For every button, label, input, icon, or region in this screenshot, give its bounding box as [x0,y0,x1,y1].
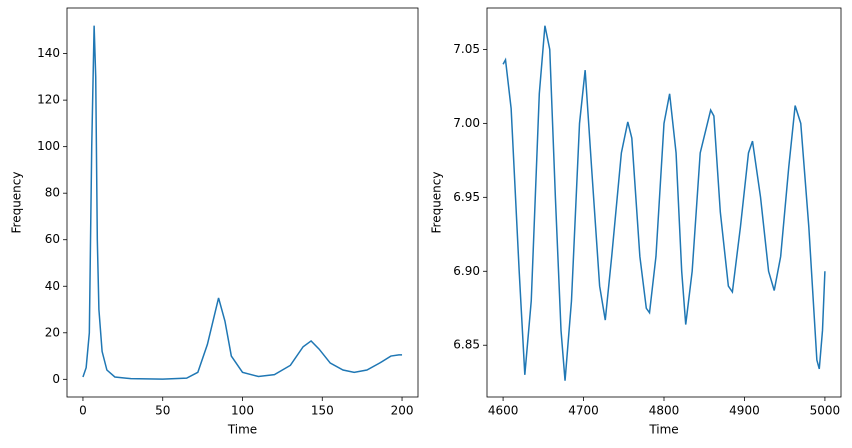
y-tick-label: 40 [45,279,60,293]
x-tick-label: 5000 [810,404,841,418]
x-axis-label: Time [227,423,257,437]
x-tick-label: 0 [79,404,87,418]
y-tick-label: 60 [45,232,60,246]
y-tick-label: 0 [52,372,60,386]
y-axis-label: Frequency [10,172,24,234]
y-tick-label: 7.00 [453,116,480,130]
x-tick-label: 4700 [568,404,599,418]
y-tick-label: 6.85 [453,338,480,352]
x-tick-label: 50 [155,404,170,418]
x-axis-label: Time [648,423,678,437]
y-tick-label: 120 [37,93,60,107]
x-tick-label: 4600 [488,404,519,418]
y-axis-label: Frequency [430,172,444,234]
y-tick-label: 6.95 [453,190,480,204]
x-tick-label: 4900 [729,404,760,418]
data-line [82,25,403,380]
x-tick-label: 200 [391,404,414,418]
axes-frame [66,7,419,398]
x-tick-label: 100 [231,404,254,418]
x-tick-label: 4800 [649,404,680,418]
axes-frame [486,7,842,398]
data-line [502,25,826,381]
x-tick-label: 150 [311,404,334,418]
y-tick-label: 7.05 [453,42,480,56]
y-tick-label: 6.90 [453,264,480,278]
y-tick-label: 140 [37,46,60,60]
y-tick-label: 100 [37,139,60,153]
y-tick-label: 20 [45,325,60,339]
y-tick-label: 80 [45,186,60,200]
